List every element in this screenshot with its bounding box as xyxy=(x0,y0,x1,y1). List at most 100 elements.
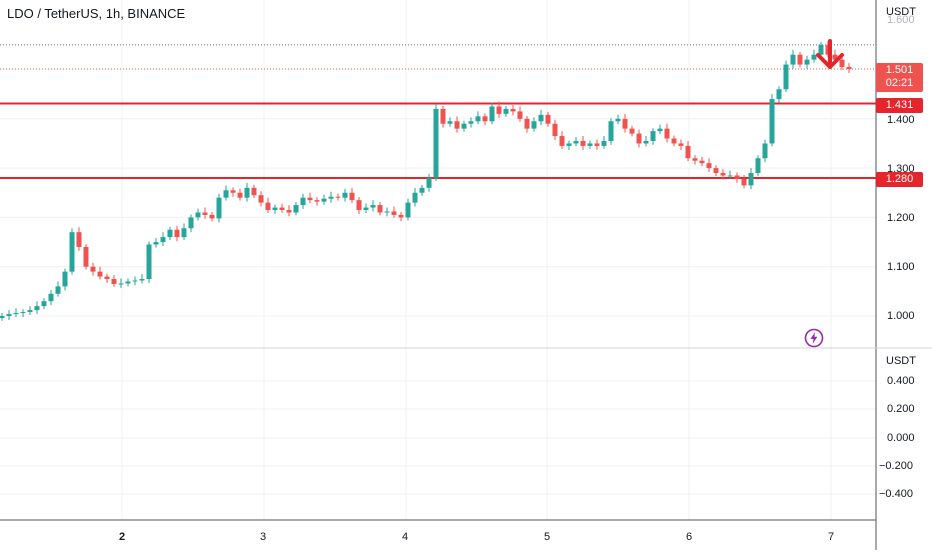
candle-body xyxy=(209,214,215,219)
candle-body xyxy=(398,214,404,218)
candle-body xyxy=(580,140,586,146)
candle-body xyxy=(349,192,355,201)
candle-body xyxy=(258,195,264,203)
candle-body xyxy=(272,207,278,211)
candle-body xyxy=(601,140,607,146)
price-axis-unit: USDT xyxy=(886,6,916,18)
candle-body xyxy=(426,177,432,188)
candle-body xyxy=(153,242,159,245)
candle-body xyxy=(797,54,803,65)
grid-layer xyxy=(0,0,876,520)
candle-body xyxy=(538,114,544,122)
candle-body xyxy=(146,244,152,280)
candle-body xyxy=(90,266,96,272)
candle-body xyxy=(328,196,334,199)
candle-body xyxy=(391,211,397,215)
candle-body xyxy=(720,173,726,176)
candle-body xyxy=(265,202,271,211)
candle-body xyxy=(321,198,327,202)
candle-body xyxy=(237,192,243,198)
candle-body xyxy=(125,281,131,284)
candle-body xyxy=(489,106,495,122)
candle-body xyxy=(545,114,551,124)
time-label: 7 xyxy=(828,531,835,543)
time-label: 2 xyxy=(119,531,126,543)
candle-body xyxy=(419,187,425,193)
candle-body xyxy=(244,187,250,198)
candle-body xyxy=(699,160,705,164)
candle-body xyxy=(573,140,579,144)
candle-body xyxy=(566,143,572,146)
candle-body xyxy=(405,202,411,218)
candle-body xyxy=(307,197,313,201)
candle-body xyxy=(762,143,768,159)
candle-body xyxy=(461,123,467,129)
candle-body xyxy=(433,108,439,178)
candle-body xyxy=(41,301,47,307)
candle-body xyxy=(83,246,89,267)
candle-body xyxy=(76,232,82,247)
candle-body xyxy=(811,54,817,60)
resistance-price-tag: 1.431 xyxy=(876,98,923,113)
lightning-alert-icon[interactable] xyxy=(804,328,824,348)
candle-body xyxy=(503,108,509,114)
candle-body xyxy=(629,128,635,134)
candle-body xyxy=(174,229,180,238)
price-tick: 1.400 xyxy=(887,114,915,126)
candle-body xyxy=(657,128,663,132)
candle-body xyxy=(496,106,502,114)
candle-body xyxy=(482,116,488,122)
candle-body xyxy=(594,143,600,146)
candle-body xyxy=(20,312,26,314)
candle-body xyxy=(615,118,621,122)
candle-body xyxy=(118,283,124,285)
candle-body xyxy=(412,192,418,203)
time-label: 4 xyxy=(402,531,409,543)
candle-body xyxy=(650,131,656,141)
candle-body xyxy=(741,178,747,186)
candle-body xyxy=(755,158,761,174)
symbol-title[interactable]: LDO / TetherUS, 1h, BINANCE xyxy=(7,6,186,21)
candle-body xyxy=(111,279,117,284)
candle-body xyxy=(846,67,852,70)
candle-body xyxy=(664,128,670,139)
candle-body xyxy=(202,212,208,215)
candle-body xyxy=(97,271,103,277)
candle-body xyxy=(475,116,481,122)
candle-body xyxy=(685,145,691,159)
osc-tick: −0.200 xyxy=(879,460,913,472)
candle-body xyxy=(510,108,516,112)
candle-body xyxy=(251,187,257,196)
candle-body xyxy=(608,121,614,141)
candle-body xyxy=(167,229,173,238)
candle-body xyxy=(531,121,537,129)
candle-body xyxy=(468,121,474,124)
time-label: 3 xyxy=(260,531,267,543)
candle-body xyxy=(181,228,187,238)
candle-body xyxy=(286,210,292,213)
candle-body xyxy=(69,232,75,272)
candle-body xyxy=(314,200,320,202)
candle-body xyxy=(804,59,810,65)
candle-body xyxy=(27,310,33,313)
candle-body xyxy=(447,121,453,124)
candle-body xyxy=(559,136,565,146)
time-label: 6 xyxy=(686,531,693,543)
candle-body xyxy=(300,197,306,206)
candle-body xyxy=(62,271,68,287)
candle-body xyxy=(188,217,194,229)
candle-body xyxy=(769,99,775,144)
osc-tick: 0.400 xyxy=(887,375,915,387)
price-tick: 1.100 xyxy=(887,261,915,273)
candle-body xyxy=(517,111,523,119)
candle-body xyxy=(55,286,61,294)
candle-body xyxy=(713,168,719,174)
candle-body xyxy=(734,175,740,179)
time-label: 5 xyxy=(544,531,551,543)
candle-body xyxy=(195,212,201,218)
osc-tick: 0.000 xyxy=(887,432,915,444)
osc-axis-unit: USDT xyxy=(886,355,916,367)
candle-body xyxy=(790,54,796,65)
